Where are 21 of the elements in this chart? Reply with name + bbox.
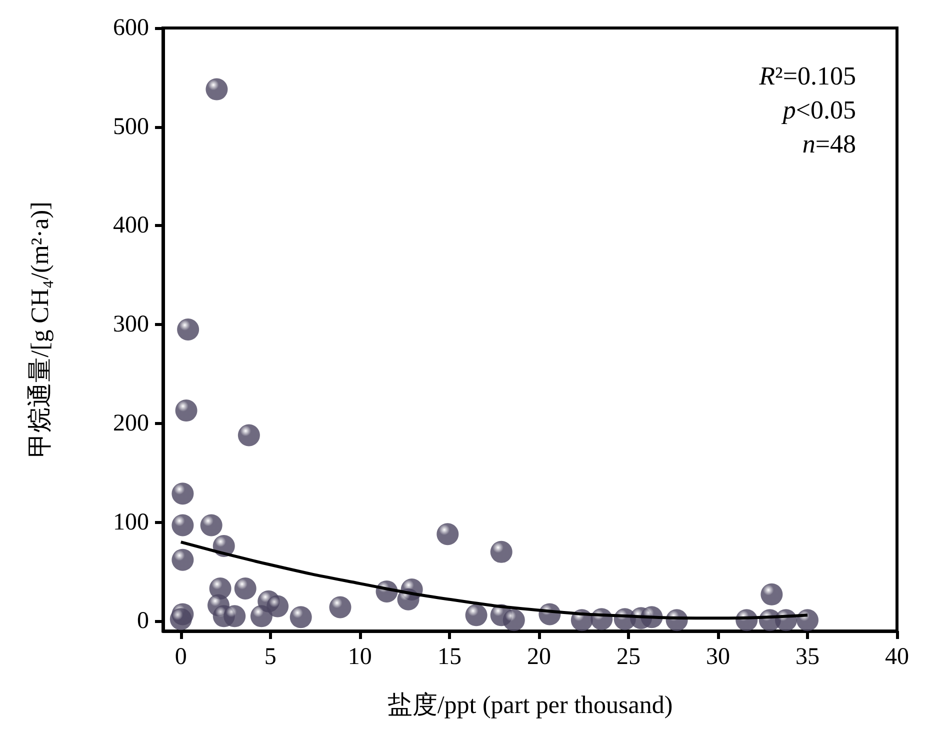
y-tick-label: 0 [137, 608, 149, 634]
y-tick-label: 500 [113, 114, 149, 140]
x-tick-label: 20 [526, 644, 551, 670]
annotation: n=48 [802, 130, 856, 158]
x-tick-label: 35 [795, 644, 820, 670]
x-tick-label: 5 [264, 644, 276, 670]
x-tick-label: 0 [174, 644, 187, 670]
y-tick-label: 200 [113, 410, 149, 436]
x-tick-label: 25 [616, 644, 640, 670]
y-tick-label: 400 [113, 212, 149, 239]
x-tick-label: 10 [348, 644, 372, 670]
annotation: p<0.05 [780, 96, 856, 124]
y-tick-label: 600 [113, 15, 149, 41]
x-tick-label: 15 [437, 644, 462, 670]
x-tick-label: 40 [885, 644, 909, 670]
y-axis-title: 甲烷通量/[g CH₄/(m²·a)] [27, 202, 54, 458]
y-tick-label: 300 [113, 312, 149, 338]
annotation: R²=0.105 [758, 62, 856, 90]
x-tick-label: 30 [706, 644, 730, 670]
y-tick-label: 100 [113, 509, 149, 536]
x-axis-title: 盐度/ppt (part per thousand) [387, 691, 673, 719]
